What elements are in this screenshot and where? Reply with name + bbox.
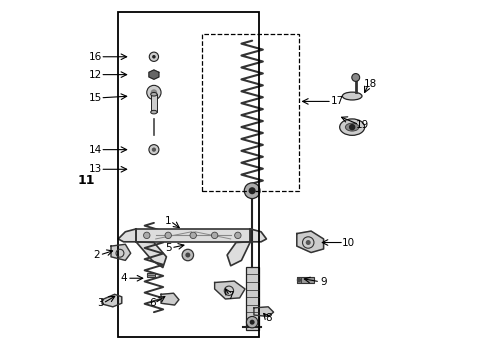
Bar (297, 277, 301, 283)
Circle shape (190, 232, 196, 239)
Text: 16: 16 (88, 52, 101, 62)
Ellipse shape (345, 123, 359, 131)
Text: 12: 12 (88, 69, 101, 80)
Ellipse shape (343, 92, 362, 100)
Text: 7: 7 (227, 291, 234, 301)
Polygon shape (102, 294, 122, 307)
Text: 5: 5 (165, 243, 172, 253)
Ellipse shape (151, 111, 157, 114)
Bar (136, 229, 250, 242)
Circle shape (248, 187, 256, 194)
Circle shape (246, 316, 258, 328)
Bar (202, 33, 298, 191)
Polygon shape (215, 281, 245, 299)
Polygon shape (136, 242, 167, 267)
Text: 10: 10 (342, 238, 355, 248)
Circle shape (147, 85, 161, 100)
Circle shape (235, 232, 241, 239)
Text: 15: 15 (88, 93, 101, 103)
Bar (297, 277, 314, 283)
Polygon shape (118, 229, 136, 242)
Circle shape (211, 232, 218, 239)
Text: 13: 13 (88, 164, 101, 174)
Text: 1: 1 (165, 216, 172, 226)
Text: 18: 18 (364, 78, 377, 89)
Bar (151, 94, 157, 112)
Circle shape (149, 145, 159, 155)
Circle shape (249, 320, 255, 325)
Text: 4: 4 (120, 273, 127, 283)
Circle shape (151, 89, 157, 96)
Bar (118, 12, 259, 337)
Polygon shape (111, 244, 131, 260)
Polygon shape (227, 242, 250, 266)
Polygon shape (297, 231, 323, 252)
Ellipse shape (340, 119, 365, 135)
Bar (147, 273, 155, 277)
Text: 19: 19 (356, 120, 369, 130)
Polygon shape (250, 229, 267, 242)
Circle shape (144, 232, 150, 239)
Text: 6: 6 (149, 298, 155, 308)
Polygon shape (149, 70, 159, 79)
Text: 9: 9 (320, 277, 327, 287)
Circle shape (185, 252, 190, 257)
Circle shape (245, 183, 260, 199)
Circle shape (297, 278, 301, 282)
Circle shape (165, 232, 172, 239)
Circle shape (152, 55, 156, 59)
Circle shape (349, 124, 355, 130)
Ellipse shape (151, 93, 157, 96)
Circle shape (182, 249, 194, 261)
Text: 11: 11 (77, 174, 95, 186)
Text: 2: 2 (94, 250, 100, 260)
Circle shape (306, 240, 311, 245)
Circle shape (152, 148, 156, 152)
Text: 8: 8 (265, 312, 271, 323)
Text: 3: 3 (97, 298, 104, 308)
Circle shape (149, 52, 159, 62)
Polygon shape (254, 307, 273, 316)
Bar (245, 267, 259, 330)
Circle shape (352, 73, 360, 81)
Polygon shape (161, 293, 179, 305)
Text: 14: 14 (88, 145, 101, 155)
Text: 17: 17 (331, 96, 344, 107)
